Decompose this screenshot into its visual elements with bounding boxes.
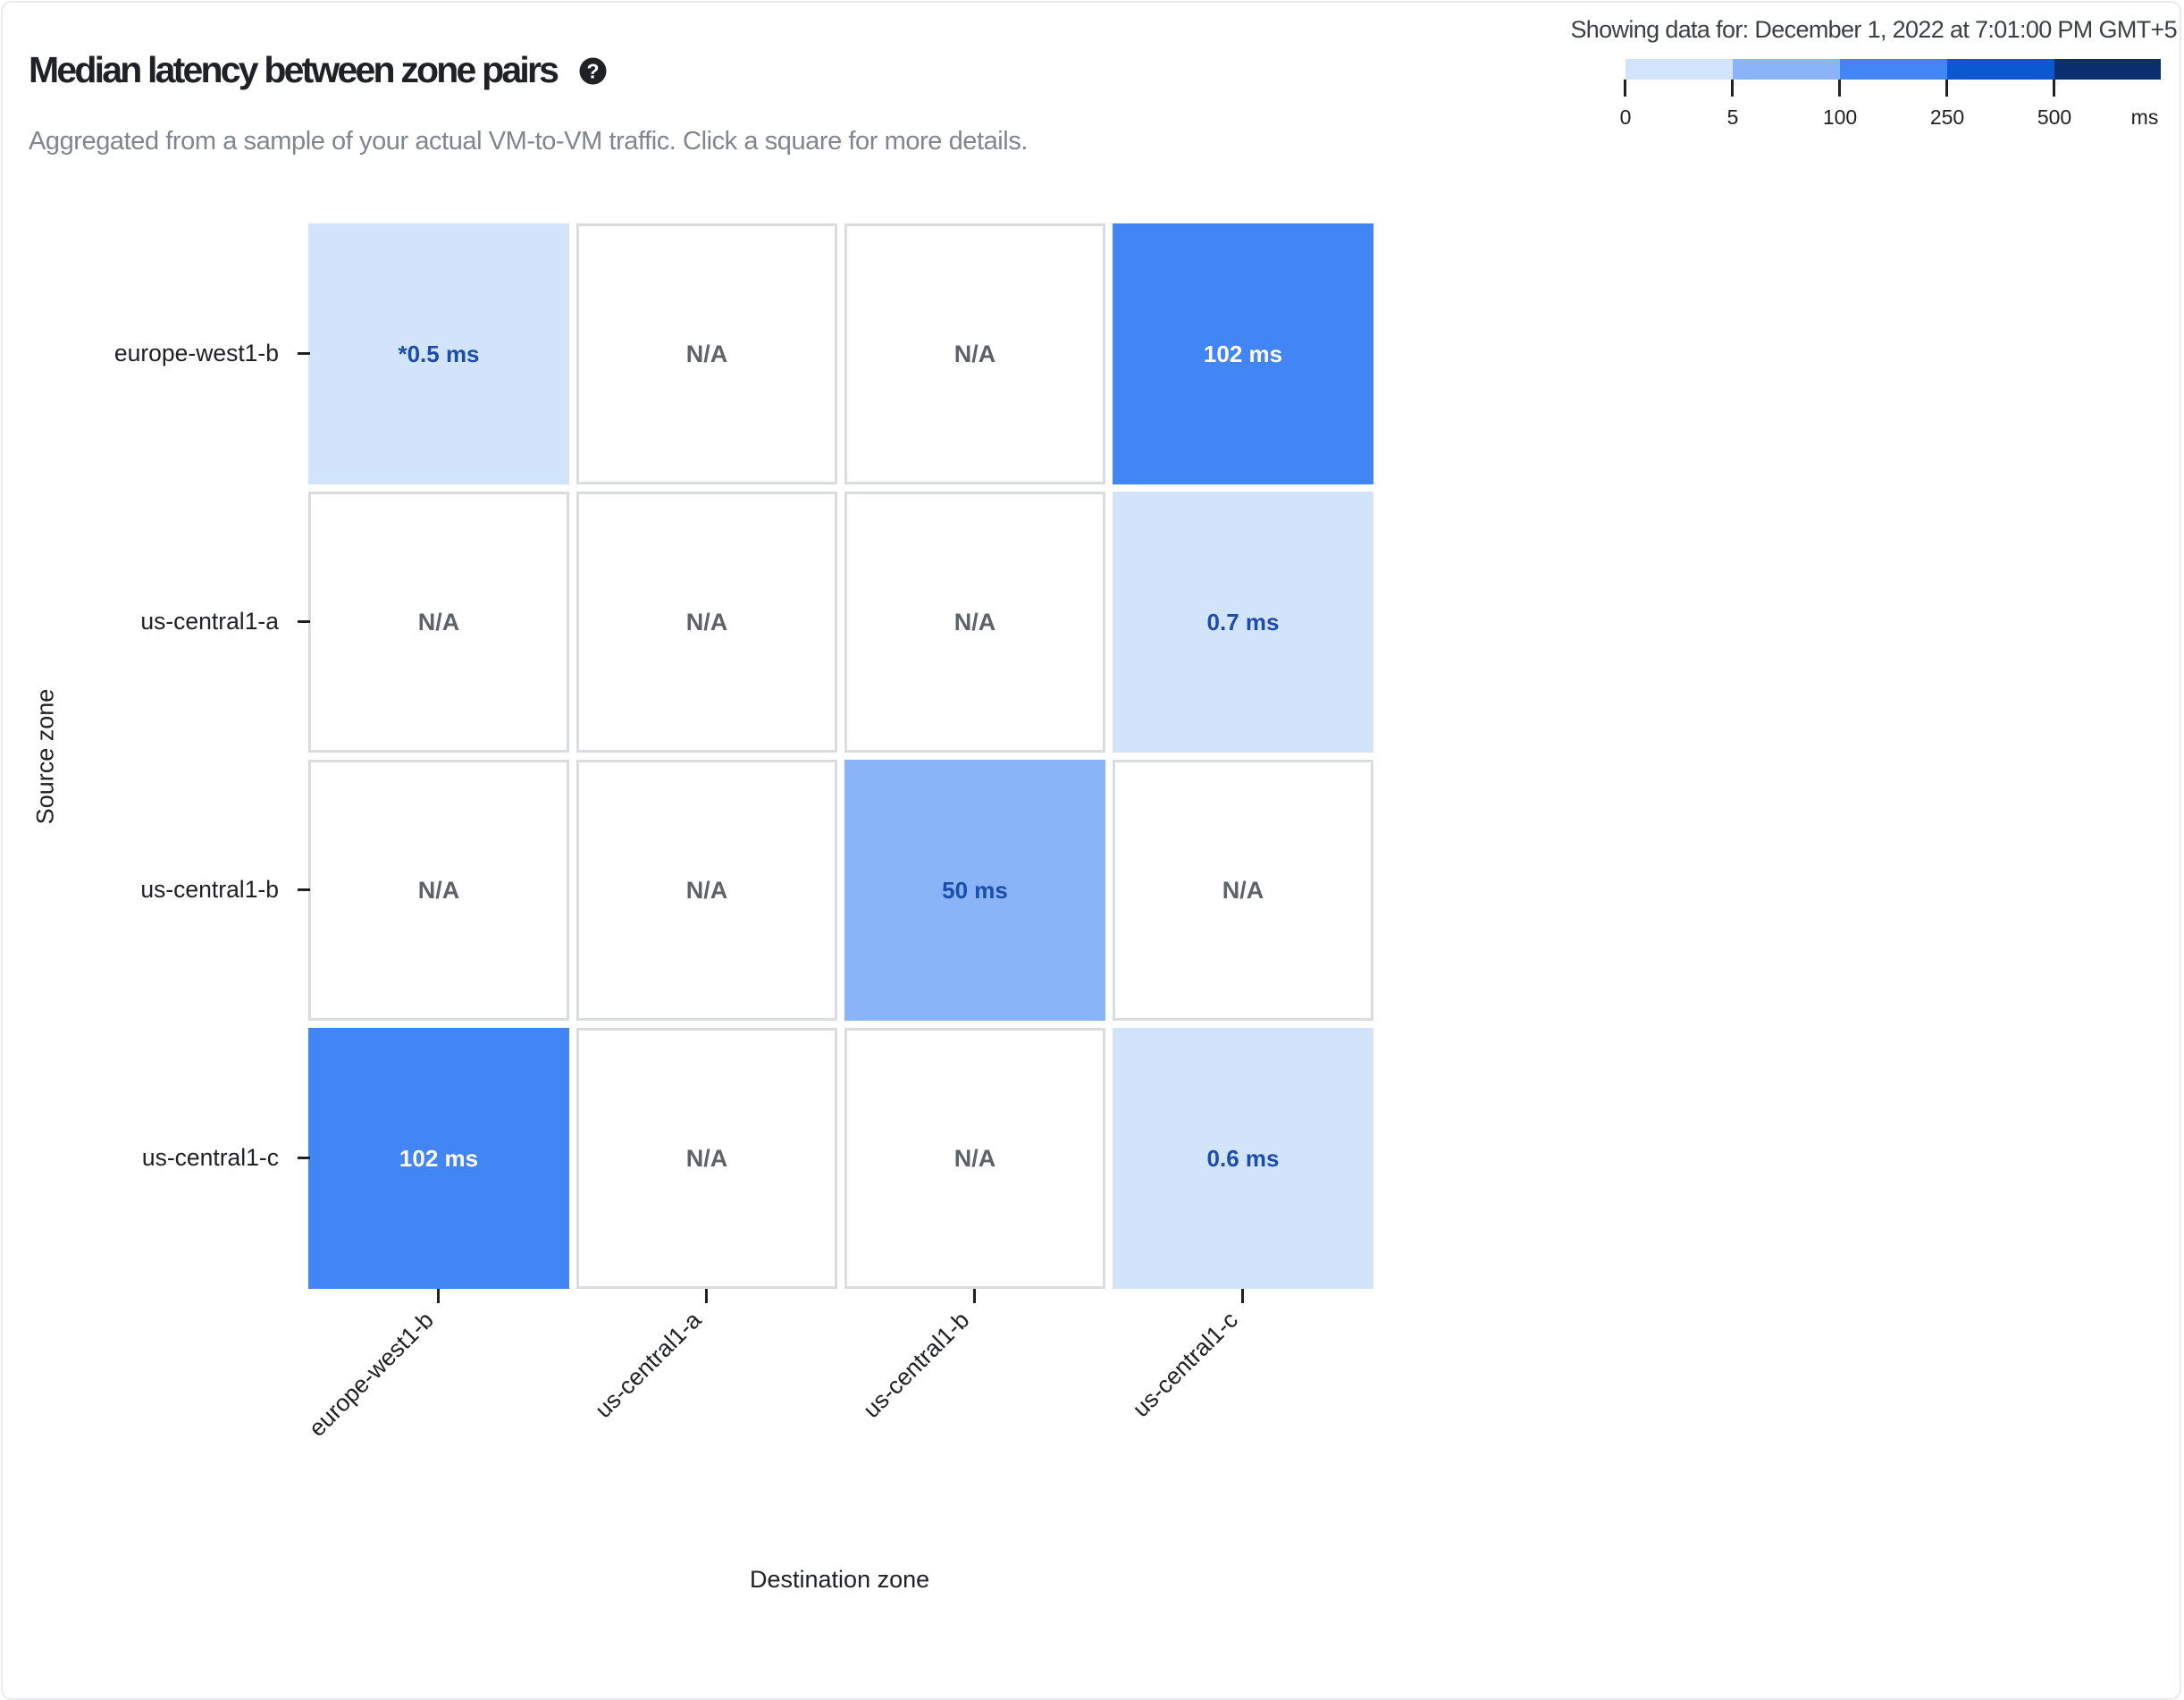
svg-text:?: ? [586, 60, 599, 83]
